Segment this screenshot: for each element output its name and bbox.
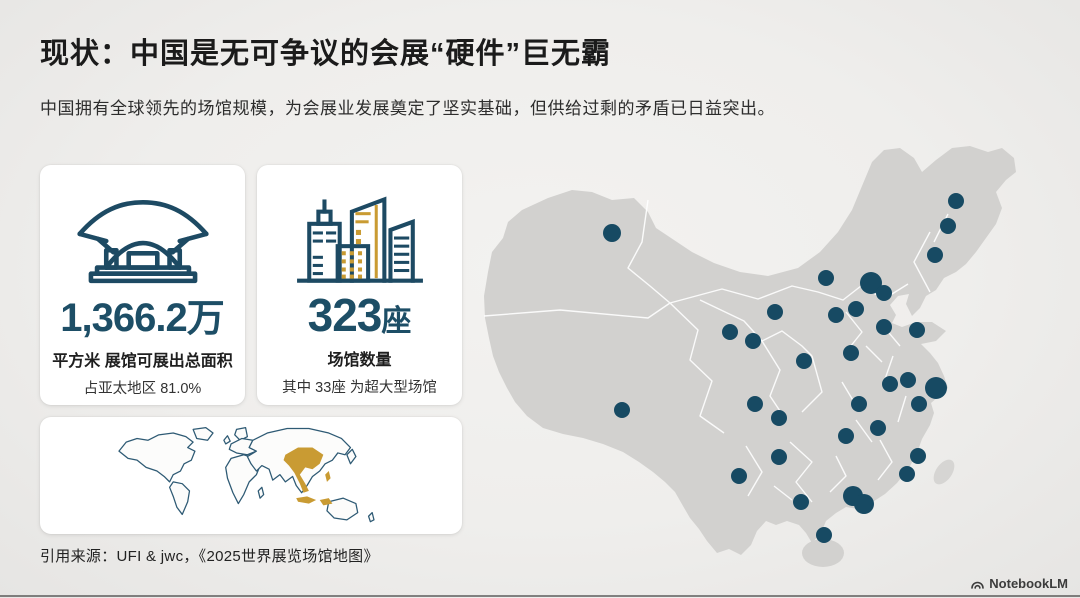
stat-note: 占亚太地区 81.0%	[83, 380, 202, 397]
venue-dot	[731, 468, 747, 484]
venue-dot	[851, 396, 867, 412]
venue-dot	[771, 449, 787, 465]
stat-value: 1,366.2万	[60, 296, 225, 340]
slide-subtitle: 中国拥有全球领先的场馆规模，为会展业发展奠定了坚实基础，但供给过剩的矛盾已日益突…	[40, 99, 775, 118]
bottom-edge-line	[0, 595, 1080, 597]
venue-dot	[899, 466, 915, 482]
venue-dot	[870, 420, 886, 436]
china-mainland-shape	[484, 146, 1016, 555]
venue-dot	[771, 410, 787, 426]
venue-dot	[882, 376, 898, 392]
city-buildings-icon	[293, 179, 427, 287]
venue-dot	[940, 218, 956, 234]
slide-title: 现状：中国是无可争议的会展“硬件”巨无霸	[40, 38, 612, 70]
venue-dot	[722, 324, 738, 340]
watermark: NotebookLM	[970, 576, 1068, 591]
stat-label: 场馆数量	[327, 352, 392, 370]
venue-dot	[843, 345, 859, 361]
china-provinces-map	[483, 146, 1016, 567]
venue-dot	[910, 448, 926, 464]
stat-card-exhibition-area: 1,366.2万 平方米 展馆可展出总面积 占亚太地区 81.0%	[40, 165, 245, 405]
stat-note: 其中 33座 为超大型场馆	[282, 380, 437, 397]
venue-dot	[848, 301, 864, 317]
stat-label: 平方米 展馆可展出总面积	[52, 352, 233, 370]
venue-dot	[911, 396, 927, 412]
venue-dot	[816, 527, 832, 543]
venue-dot	[854, 494, 874, 514]
world-map-card	[40, 417, 462, 534]
asia-highlight-region	[283, 447, 333, 505]
taiwan-island-shape	[933, 459, 955, 485]
venue-dot	[948, 193, 964, 209]
venue-dot	[876, 319, 892, 335]
world-map-asia-highlighted-icon	[118, 426, 375, 522]
china-map-dots	[603, 193, 964, 543]
venue-dot	[927, 247, 943, 263]
exhibition-hall-icon	[75, 179, 211, 287]
venue-dot	[745, 333, 761, 349]
venue-dot	[603, 224, 621, 242]
watermark-label: NotebookLM	[989, 576, 1068, 591]
venue-dot	[828, 307, 844, 323]
stat-value: 323座	[307, 289, 412, 341]
citation-source: 引用来源：UFI & jwc，《2025世界展览场馆地图》	[40, 548, 379, 565]
venue-dot	[900, 372, 916, 388]
venue-dot	[838, 428, 854, 444]
venue-dot	[793, 494, 809, 510]
venue-dot	[818, 270, 834, 286]
venue-dot	[614, 402, 630, 418]
venue-dot	[925, 377, 947, 399]
stat-card-venue-count: 323座 场馆数量 其中 33座 为超大型场馆	[257, 165, 462, 405]
venue-dot	[767, 304, 783, 320]
venue-dot	[860, 272, 882, 294]
venue-dot	[796, 353, 812, 369]
venue-dot	[747, 396, 763, 412]
venue-dot	[909, 322, 925, 338]
hainan-island-shape	[802, 539, 844, 567]
venue-dot	[876, 285, 892, 301]
notebooklm-logo-icon	[971, 581, 985, 589]
